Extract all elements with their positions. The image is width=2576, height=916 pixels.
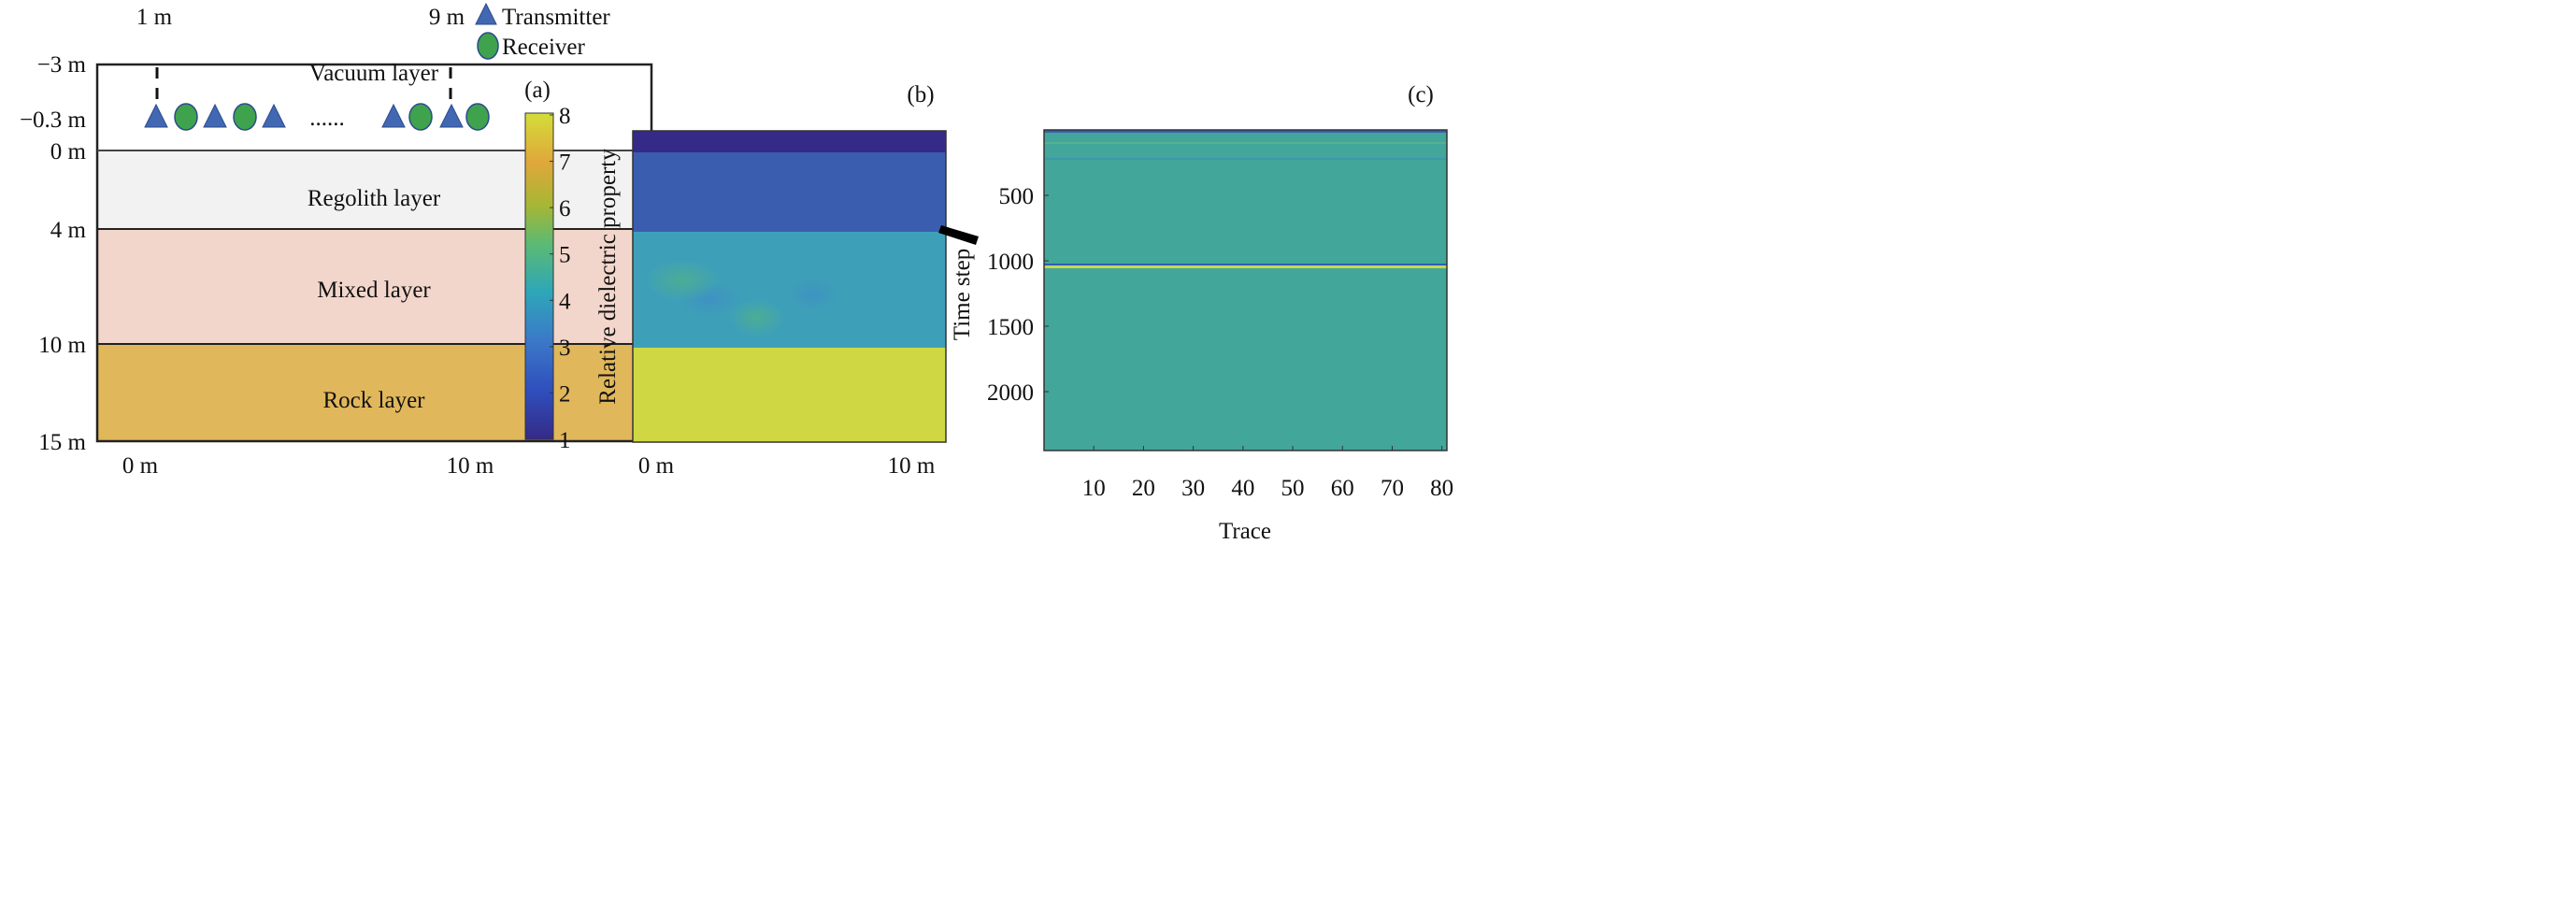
layer-label-mixed: Mixed layer: [317, 278, 431, 303]
receiver-legend-icon: [477, 32, 499, 60]
transmitter-icon: [439, 103, 464, 128]
bottom-label: 0 m: [122, 453, 159, 479]
colorbar-tick-label: 5: [559, 243, 571, 268]
direct-wave: [1044, 130, 1447, 133]
heterogeneity: [645, 260, 720, 301]
top-label-1m: 1 m: [136, 5, 173, 30]
layer-label-regolith: Regolith layer: [308, 186, 441, 211]
rock-layer: [97, 344, 651, 441]
top-label-9m: 9 m: [429, 5, 465, 30]
colorbar: 1 2 3 4 5 6 7 8 Relative dielectric property: [524, 104, 621, 453]
x-tick-label: 70: [1381, 476, 1404, 501]
transmitter-icon: [262, 103, 286, 128]
colorbar-tick-label: 7: [559, 150, 571, 176]
direct-wave: [1044, 158, 1447, 160]
transmitter-legend-icon: [475, 2, 497, 25]
bottom-label: 10 m: [888, 453, 936, 479]
depth-label: −3 m: [37, 52, 87, 78]
y-tick-label: 1500: [987, 315, 1034, 340]
layer-rock-fill: [633, 348, 946, 442]
receiver-icon: [465, 103, 490, 131]
array-ellipsis: ......: [309, 106, 345, 131]
depth-label: 0 m: [50, 139, 87, 165]
mixed-layer: [97, 229, 651, 344]
layer-label-rock: Rock layer: [323, 388, 426, 413]
colorbar-tick-label: 6: [559, 196, 571, 222]
depth-label: 4 m: [50, 218, 87, 243]
reflection-line: [1044, 265, 1447, 268]
antenna-array: [144, 103, 490, 131]
y-tick-label: 2000: [987, 380, 1034, 406]
depth-label: 15 m: [38, 430, 86, 455]
x-axis-title: Trace: [1219, 519, 1271, 544]
colorbar-gradient: [524, 112, 554, 440]
panel-label-a: (a): [524, 78, 551, 103]
x-tick-label: 20: [1132, 476, 1155, 501]
radargram-background: [1044, 130, 1447, 451]
y-axis-title: Time step: [950, 249, 975, 340]
panel-c-radargram: 500 1000 1500 2000 10 20 30 40 50 60 70 80 (c) Time…: [950, 82, 1453, 544]
panel-a-model: Vacuum layer Regolith layer Mixed layer …: [20, 2, 653, 479]
x-tick-label: 50: [1281, 476, 1305, 501]
regolith-layer: [97, 150, 651, 229]
bottom-label: 0 m: [638, 453, 675, 479]
receiver-icon: [408, 103, 433, 131]
transmitter-icon: [203, 103, 227, 128]
direct-wave: [1044, 142, 1447, 144]
legend-receiver: Receiver: [502, 35, 586, 60]
transmitter-icon: [144, 103, 168, 128]
reflection-line: [1044, 264, 1447, 265]
receiver-icon: [233, 103, 257, 131]
colorbar-tick-label: 3: [559, 336, 571, 361]
layer-regolith-fill: [633, 152, 946, 232]
y-tick-label: 1000: [987, 250, 1034, 275]
x-tick-label: 80: [1430, 476, 1453, 501]
x-tick-label: 10: [1082, 476, 1106, 501]
colorbar-title: Relative dielectric property: [595, 149, 621, 405]
panel-label-c: (c): [1408, 82, 1434, 107]
receiver-icon: [174, 103, 198, 131]
panel-label-b: (b): [907, 82, 934, 107]
arrow-connector: [938, 225, 979, 245]
bottom-label: 10 m: [447, 453, 494, 479]
y-tick-label: 500: [999, 184, 1035, 209]
heterogeneity: [729, 299, 785, 336]
heterogeneity: [787, 278, 839, 311]
depth-label: 10 m: [38, 333, 86, 358]
depth-label: −0.3 m: [20, 107, 87, 133]
legend-transmitter: Transmitter: [502, 5, 610, 30]
colorbar-tick-label: 1: [559, 428, 571, 453]
panel-b-dielectric-map: (b) 0 m 10 m: [632, 82, 947, 479]
colorbar-tick-label: 8: [559, 104, 571, 129]
colorbar-tick-label: 4: [559, 289, 571, 314]
x-tick-label: 40: [1231, 476, 1254, 501]
layer-vacuum-fill: [633, 131, 946, 152]
layer-label-vacuum: Vacuum layer: [309, 61, 439, 86]
x-tick-label: 60: [1331, 476, 1354, 501]
colorbar-tick-label: 2: [559, 381, 571, 407]
x-tick-label: 30: [1181, 476, 1205, 501]
transmitter-icon: [381, 103, 406, 128]
